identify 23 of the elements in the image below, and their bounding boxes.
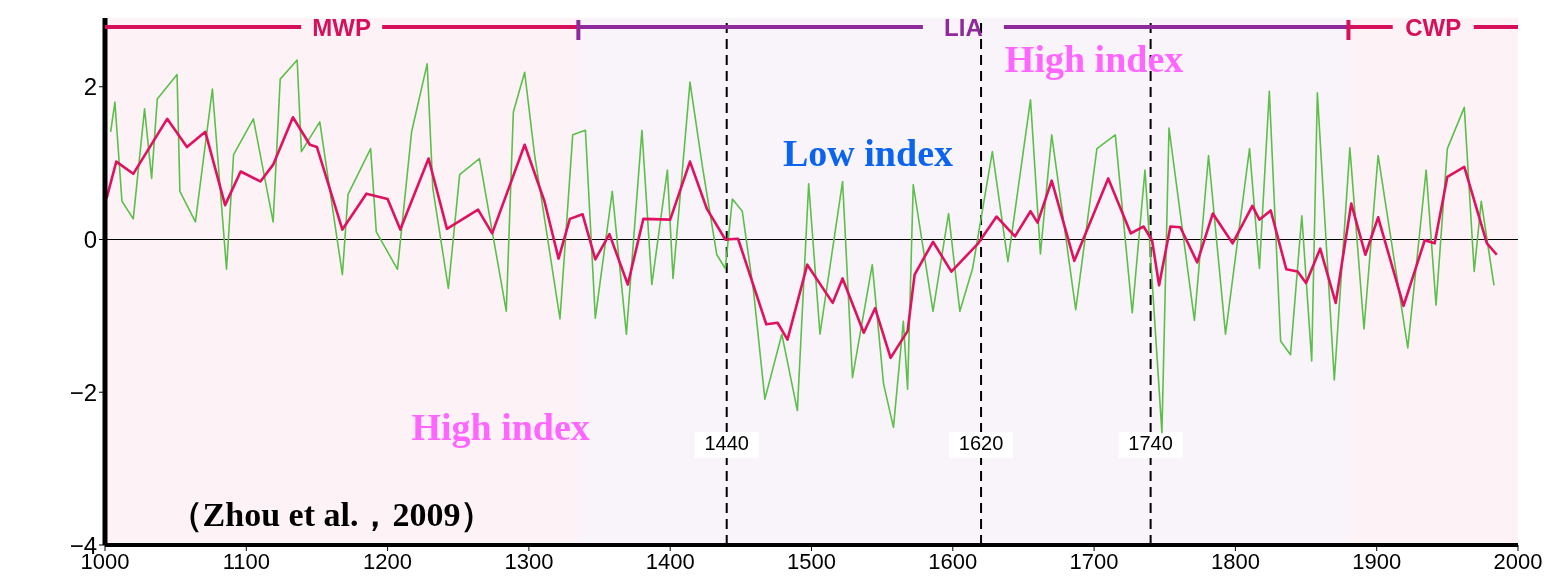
band-label: LIA <box>944 14 983 41</box>
x-tick-label: 2000 <box>1493 548 1543 574</box>
y-tick-label: 2 <box>83 73 97 101</box>
ref-line-label: 1740 <box>1128 432 1173 454</box>
annotation: Low index <box>783 132 954 175</box>
x-tick-label: 1100 <box>222 548 270 574</box>
annotation: High index <box>1004 37 1184 80</box>
ref-line-label: 1440 <box>704 432 749 454</box>
band-label: MWP <box>312 14 372 41</box>
x-tick-label: 1700 <box>1069 548 1119 574</box>
x-tick-label: 1900 <box>1352 548 1402 574</box>
annotation: High index <box>411 406 590 449</box>
x-tick-label: 1600 <box>928 548 978 574</box>
ref-line-label: 1620 <box>958 432 1004 454</box>
annotation: （Zhou et al.，2009） <box>168 496 495 534</box>
x-tick-label: 1500 <box>787 548 836 574</box>
x-tick-label: 1300 <box>504 548 554 574</box>
x-tick-label: 1400 <box>645 548 695 574</box>
y-tick-label: 0 <box>83 226 97 254</box>
x-tick-label: 1200 <box>363 548 413 574</box>
y-tick-label: −2 <box>69 378 97 406</box>
x-tick-label: 1800 <box>1210 548 1260 574</box>
band-label: CWP <box>1405 14 1462 41</box>
